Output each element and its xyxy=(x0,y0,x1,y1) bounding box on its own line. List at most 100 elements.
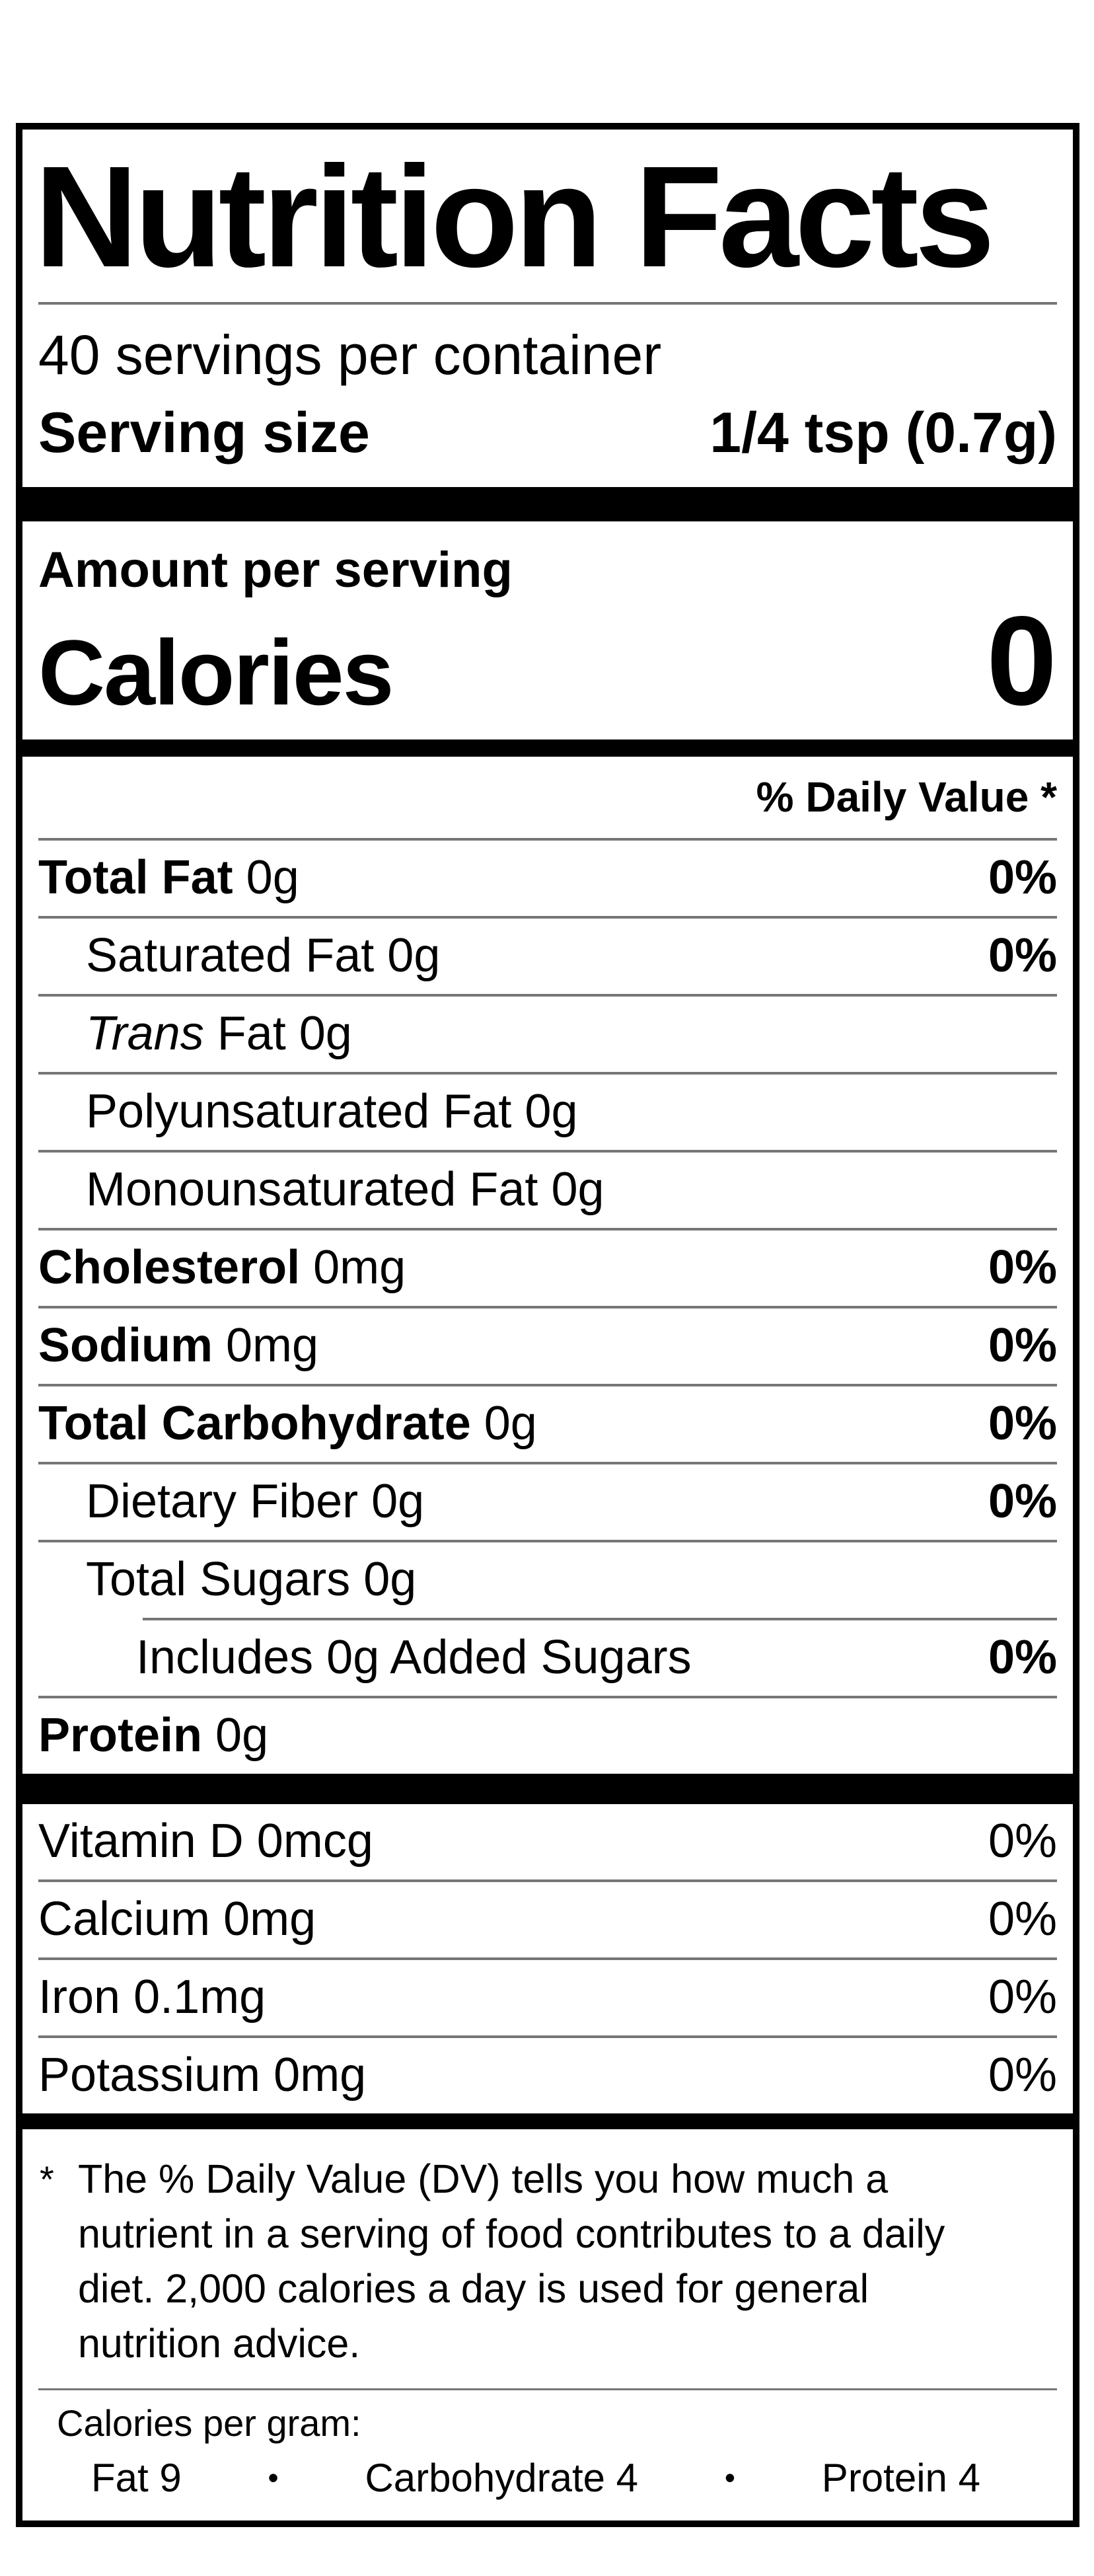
label-title: Nutrition Facts xyxy=(34,137,995,297)
nutrient-name: Dietary Fiber xyxy=(86,1475,359,1529)
vitamin-row-vitamin-d: Vitamin D 0mcg 0% xyxy=(22,1804,1073,1879)
medium-separator-bar xyxy=(22,739,1073,757)
medium-separator-bar xyxy=(22,2113,1073,2129)
nutrient-name: Total Fat xyxy=(38,851,233,905)
amount-per-serving-label: Amount per serving xyxy=(38,541,513,598)
nutrient-name: Total Sugars xyxy=(86,1553,351,1607)
nutrient-name: Saturated Fat xyxy=(86,929,375,983)
servings-per-container: 40 servings per container xyxy=(38,323,662,386)
serving-size-row: Serving size 1/4 tsp (0.7g) xyxy=(22,391,1073,487)
vitamin-dv: 0% xyxy=(988,2049,1057,2102)
vitamin-name: Iron xyxy=(38,1971,121,2024)
footnote: * The % Daily Value (DV) tells you how m… xyxy=(22,2129,1073,2388)
daily-value-header: % Daily Value * xyxy=(756,773,1057,821)
bullet-icon: • xyxy=(724,2460,735,2495)
divider xyxy=(38,1305,1057,1308)
nutrient-amount: 0g xyxy=(299,1007,352,1061)
nutrient-amount: 0g xyxy=(387,929,441,983)
nutrient-name: Protein xyxy=(38,1709,203,1762)
divider xyxy=(38,1461,1057,1464)
nutrient-row-added-sugars: Includes 0g Added Sugars 0% xyxy=(22,1620,1073,1696)
nutrient-name: Polyunsaturated Fat xyxy=(86,1085,512,1139)
divider xyxy=(38,1879,1057,1882)
cpg-item-protein: Protein 4 xyxy=(821,2455,980,2500)
calories-row: Calories 0 xyxy=(22,597,1073,739)
divider xyxy=(38,1071,1057,1075)
nutrient-name: Total Carbohydrate xyxy=(38,1397,471,1451)
divider xyxy=(38,1539,1057,1542)
vitamin-dv: 0% xyxy=(988,1815,1057,1868)
divider xyxy=(38,2035,1057,2038)
nutrient-amount: 0g xyxy=(215,1709,269,1762)
serving-size-value: 1/4 tsp (0.7g) xyxy=(710,400,1057,465)
vitamin-row-calcium: Calcium 0mg 0% xyxy=(22,1882,1073,1957)
thick-separator-bar xyxy=(22,486,1073,521)
divider xyxy=(38,837,1057,841)
nutrient-name: Cholesterol xyxy=(38,1241,301,1295)
nutrient-amount: 0mg xyxy=(313,1241,406,1295)
nutrient-dv: 0% xyxy=(988,929,1057,983)
divider xyxy=(38,1149,1057,1153)
vitamin-name: Potassium xyxy=(38,2049,261,2102)
nutrient-dv: 0% xyxy=(988,851,1057,905)
divider xyxy=(38,915,1057,919)
nutrient-amount: 0g xyxy=(246,851,299,905)
nutrient-amount: 0g xyxy=(484,1397,537,1451)
calories-label: Calories xyxy=(38,621,394,725)
nutrient-name: Fat xyxy=(217,1007,286,1061)
nutrient-dv: 0% xyxy=(988,1397,1057,1451)
nutrient-row-saturated-fat: Saturated Fat 0g 0% xyxy=(22,919,1073,994)
divider xyxy=(38,301,1057,305)
vitamin-amount: 0mcg xyxy=(256,1815,373,1868)
nutrient-amount: 0g xyxy=(551,1163,604,1217)
vitamin-amount: 0mg xyxy=(223,1893,316,1946)
bullet-icon: • xyxy=(268,2460,279,2495)
divider xyxy=(38,1383,1057,1386)
nutrient-row-monounsaturated-fat: Monounsaturated Fat 0g xyxy=(22,1153,1073,1228)
vitamin-name: Vitamin D xyxy=(38,1815,244,1868)
divider xyxy=(38,1695,1057,1698)
nutrient-amount: 0g xyxy=(371,1475,425,1529)
nutrient-name: Monounsaturated Fat xyxy=(86,1163,538,1217)
vitamin-amount: 0mg xyxy=(274,2049,367,2102)
divider xyxy=(38,2388,1057,2390)
nutrient-dv: 0% xyxy=(988,1631,1057,1685)
calories-value: 0 xyxy=(986,589,1057,732)
cpg-item-fat: Fat 9 xyxy=(91,2455,182,2500)
calories-per-gram-row: Fat 9 • Carbohydrate 4 • Protein 4 xyxy=(22,2445,1073,2509)
nutrient-row-total-fat: Total Fat 0g 0% xyxy=(22,841,1073,916)
divider xyxy=(38,1227,1057,1231)
nutrient-row-total-sugars: Total Sugars 0g xyxy=(22,1542,1073,1618)
nutrient-name: Sodium xyxy=(38,1319,213,1373)
nutrient-amount: 0g xyxy=(363,1553,417,1607)
vitamin-name: Calcium xyxy=(38,1893,211,1946)
nutrient-name-italic: Trans xyxy=(86,1007,204,1061)
vitamin-amount: 0.1mg xyxy=(133,1971,266,2024)
nutrient-row-polyunsaturated-fat: Polyunsaturated Fat 0g xyxy=(22,1075,1073,1150)
cpg-item-carbohydrate: Carbohydrate 4 xyxy=(365,2455,639,2500)
vitamin-dv: 0% xyxy=(988,1893,1057,1946)
thick-separator-bar xyxy=(22,1773,1073,1804)
nutrient-row-trans-fat: Trans Fat 0g xyxy=(22,997,1073,1072)
nutrient-dv: 0% xyxy=(988,1475,1057,1529)
nutrient-name: Includes 0g Added Sugars xyxy=(136,1631,692,1685)
vitamin-row-potassium: Potassium 0mg 0% xyxy=(22,2038,1073,2113)
footnote-marker: * xyxy=(40,2158,54,2200)
nutrient-row-total-carbohydrate: Total Carbohydrate 0g 0% xyxy=(22,1386,1073,1462)
nutrient-row-sodium: Sodium 0mg 0% xyxy=(22,1308,1073,1384)
serving-size-label: Serving size xyxy=(38,400,370,465)
footnote-text: The % Daily Value (DV) tells you how muc… xyxy=(78,2156,945,2366)
divider xyxy=(38,1957,1057,1960)
vitamin-row-iron: Iron 0.1mg 0% xyxy=(22,1960,1073,2035)
nutrient-row-protein: Protein 0g xyxy=(22,1698,1073,1774)
nutrient-amount: 0g xyxy=(525,1085,578,1139)
nutrient-dv: 0% xyxy=(988,1241,1057,1295)
divider-indented xyxy=(143,1617,1057,1620)
nutrient-row-cholesterol: Cholesterol 0mg 0% xyxy=(22,1231,1073,1306)
nutrient-amount: 0mg xyxy=(226,1319,319,1373)
divider xyxy=(38,993,1057,997)
calories-per-gram-heading: Calories per gram: xyxy=(57,2402,361,2444)
nutrition-facts-label: Nutrition Facts 40 servings per containe… xyxy=(16,123,1079,2527)
nutrient-dv: 0% xyxy=(988,1319,1057,1373)
